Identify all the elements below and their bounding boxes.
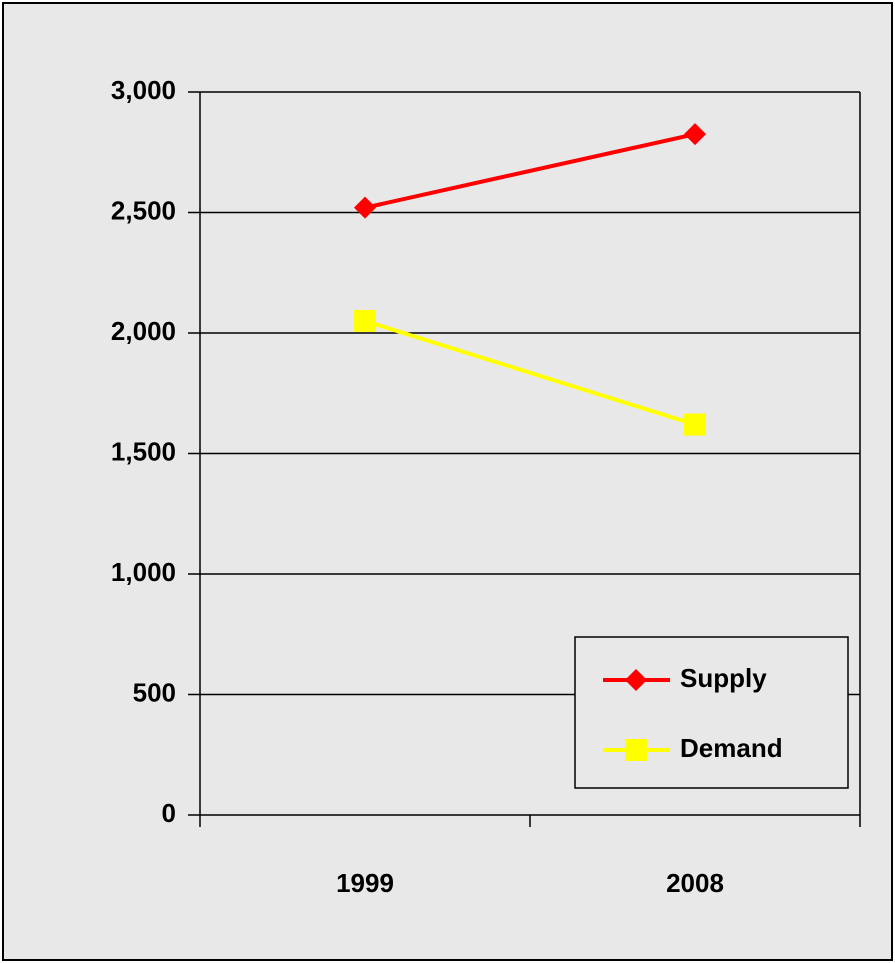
y-tick-label: 1,500 — [111, 436, 176, 466]
x-tick-label: 2008 — [666, 868, 724, 898]
data-point — [354, 196, 376, 219]
legend-label: Supply — [680, 663, 767, 693]
y-tick-label: 1,000 — [111, 557, 176, 587]
y-tick-label: 3,000 — [111, 75, 176, 105]
series-line — [364, 319, 696, 427]
legend-marker — [625, 669, 647, 691]
y-tick-label: 500 — [133, 677, 176, 707]
y-tick-label: 0 — [162, 798, 176, 828]
series-line — [364, 132, 696, 210]
data-point — [684, 413, 706, 436]
y-tick-label: 2,500 — [111, 195, 176, 225]
legend-marker — [625, 739, 647, 761]
data-point — [354, 309, 376, 332]
y-tick-label: 2,000 — [111, 316, 176, 346]
legend-box — [574, 636, 849, 789]
legend-label: Demand — [680, 733, 783, 763]
data-point — [684, 123, 706, 146]
x-tick-label: 1999 — [336, 868, 394, 898]
